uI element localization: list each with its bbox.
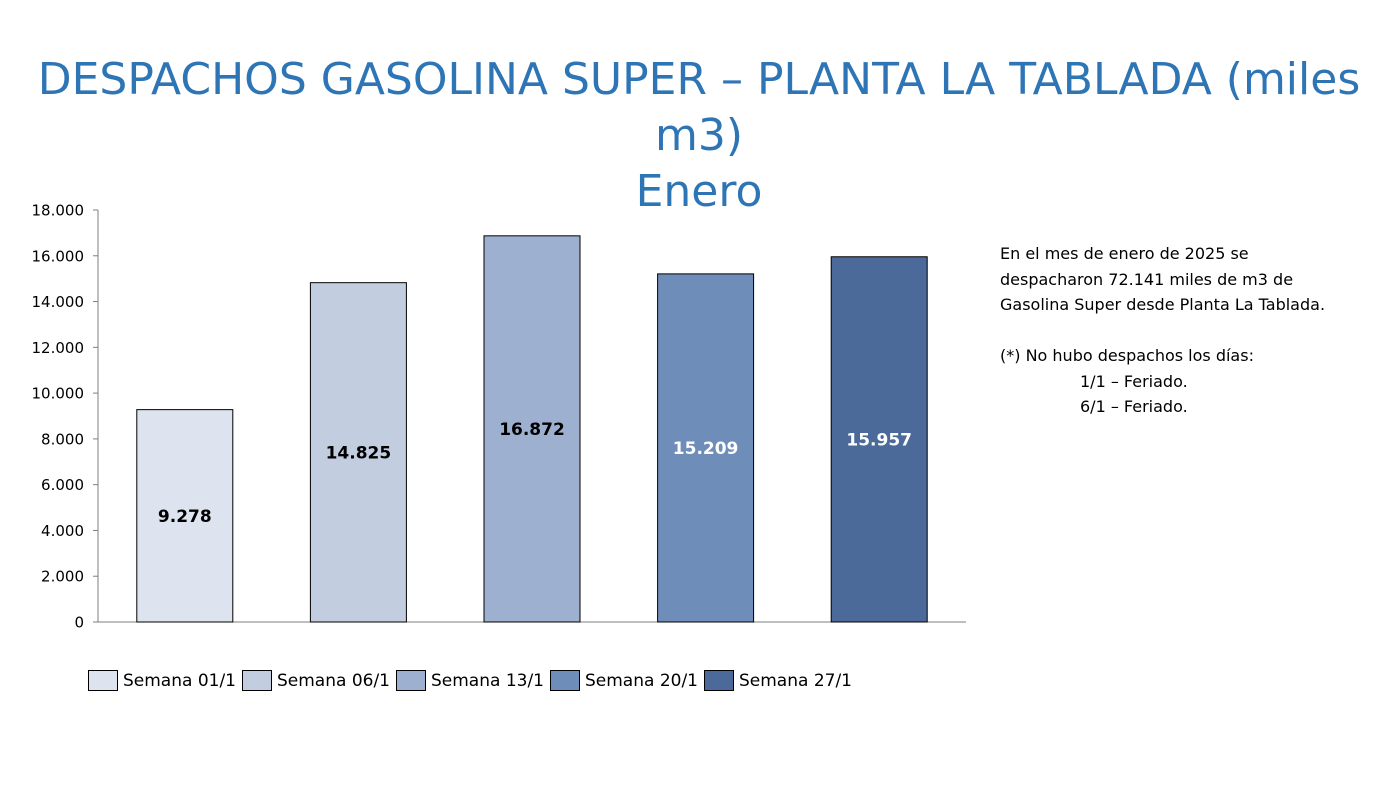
notes-line: Gasolina Super desde Planta La Tablada. xyxy=(1000,295,1326,314)
bar xyxy=(136,409,234,623)
notes-spacer xyxy=(1000,318,1390,344)
title-line-1: DESPACHOS GASOLINA SUPER – PLANTA LA TAB… xyxy=(37,54,1361,161)
y-tick-label: 0 xyxy=(74,614,84,632)
y-tick-label: 16.000 xyxy=(32,247,85,265)
bar xyxy=(483,235,581,623)
legend-swatch xyxy=(88,670,118,691)
y-tick-label: 6.000 xyxy=(41,476,84,494)
legend-item: Semana 20/1 xyxy=(550,670,698,691)
y-tick-label: 14.000 xyxy=(32,293,85,311)
y-tick-label: 8.000 xyxy=(41,430,84,448)
bar xyxy=(309,282,407,623)
notes-line: despacharon 72.141 miles de m3 de xyxy=(1000,269,1294,289)
legend-label: Semana 06/1 xyxy=(277,670,390,691)
bar xyxy=(657,273,755,623)
bar xyxy=(830,256,928,623)
y-tick-label: 10.000 xyxy=(32,385,85,403)
legend-item: Semana 01/1 xyxy=(88,670,236,691)
notes-line: 1/1 – Feriado. xyxy=(1080,371,1188,391)
legend-swatch xyxy=(242,670,272,691)
bar-value-label: 15.209 xyxy=(673,439,739,459)
bar-value-label: 14.825 xyxy=(326,443,392,463)
page-title: DESPACHOS GASOLINA SUPER – PLANTA LA TAB… xyxy=(0,52,1398,220)
legend-label: Semana 13/1 xyxy=(431,670,544,691)
legend-swatch xyxy=(704,670,734,691)
title-line-2: Enero xyxy=(635,166,763,217)
legend-item: Semana 06/1 xyxy=(242,670,390,691)
y-tick-label: 4.000 xyxy=(41,522,84,540)
legend-label: Semana 20/1 xyxy=(585,670,698,691)
bar-value-label: 16.872 xyxy=(499,420,565,440)
notes-line: En el mes de enero de 2025 se xyxy=(1000,244,1249,263)
y-tick-label: 18.000 xyxy=(32,202,85,220)
chart-legend: Semana 01/1 Semana 06/1 Semana 13/1 Sema… xyxy=(88,670,858,691)
legend-swatch xyxy=(550,670,580,691)
y-tick-label: 2.000 xyxy=(41,568,84,586)
legend-label: Semana 27/1 xyxy=(739,670,852,691)
bar-value-label: 9.278 xyxy=(158,507,212,527)
notes-line: 6/1 – Feriado. xyxy=(1080,397,1188,416)
legend-item: Semana 27/1 xyxy=(704,670,852,691)
bar-chart: 0 2.000 4.000 6.000 8.000 10.000 12.000 14.000 1… xyxy=(32,202,966,632)
legend-label: Semana 01/1 xyxy=(123,670,236,691)
y-tick-label: 12.000 xyxy=(32,339,85,357)
legend-swatch xyxy=(396,670,426,691)
notes-panel: En el mes de enero de 2025 se despacharo… xyxy=(1000,241,1390,420)
notes-line: (*) No hubo despachos los días: xyxy=(1000,346,1254,365)
bar-value-label: 15.957 xyxy=(846,430,912,450)
legend-item: Semana 13/1 xyxy=(396,670,544,691)
